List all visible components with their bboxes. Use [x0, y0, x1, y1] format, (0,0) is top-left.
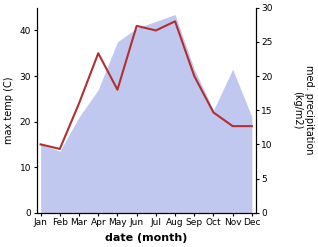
X-axis label: date (month): date (month) — [105, 233, 187, 243]
Y-axis label: med. precipitation
(kg/m2): med. precipitation (kg/m2) — [292, 65, 314, 155]
Y-axis label: max temp (C): max temp (C) — [4, 76, 14, 144]
